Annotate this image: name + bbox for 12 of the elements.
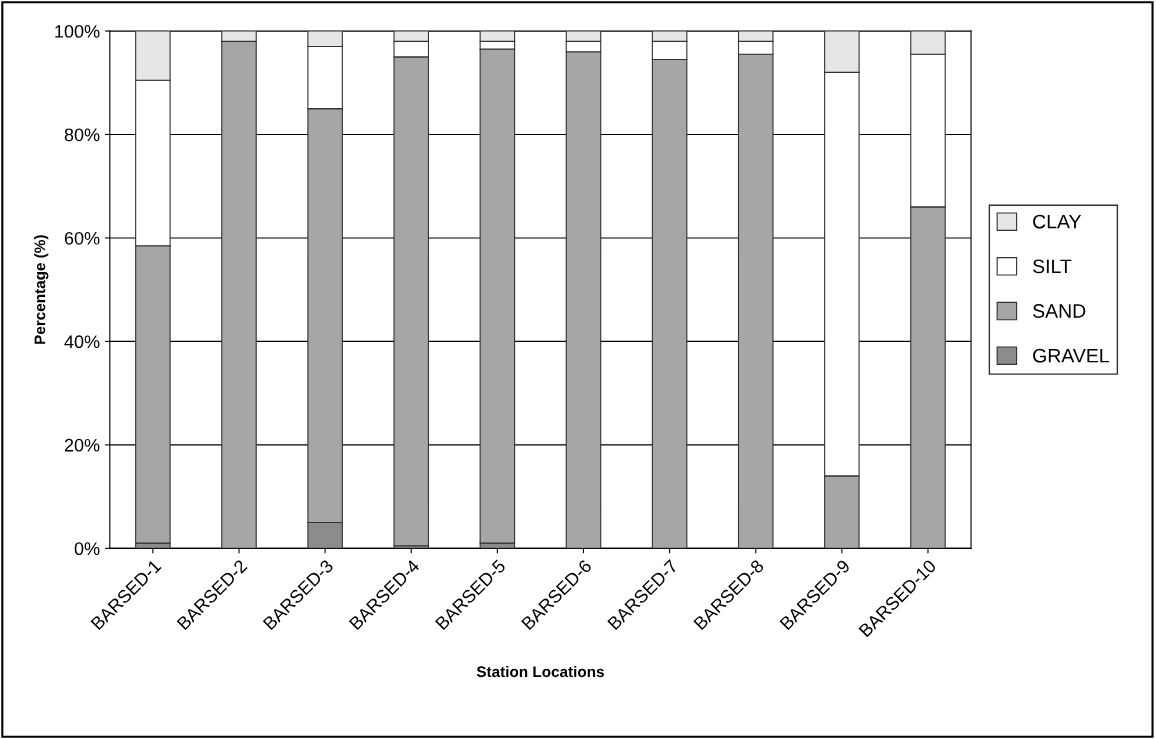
y-tick-label: 40% [64, 335, 100, 349]
y-tick-label: 20% [64, 438, 100, 452]
legend-label: SAND [1033, 304, 1086, 318]
y-tick-label: 100% [55, 24, 100, 38]
y-tick-label: 80% [64, 128, 100, 142]
legend-label: GRAVEL [1033, 348, 1109, 363]
x-axis-title: Station Locations [476, 665, 604, 678]
y-tick-label: 0% [74, 542, 100, 556]
y-axis-title: Percentage (%) [34, 235, 49, 344]
legend-label: CLAY [1033, 214, 1082, 229]
legend-label: SILT [1033, 259, 1072, 274]
y-tick-label: 60% [64, 231, 100, 245]
